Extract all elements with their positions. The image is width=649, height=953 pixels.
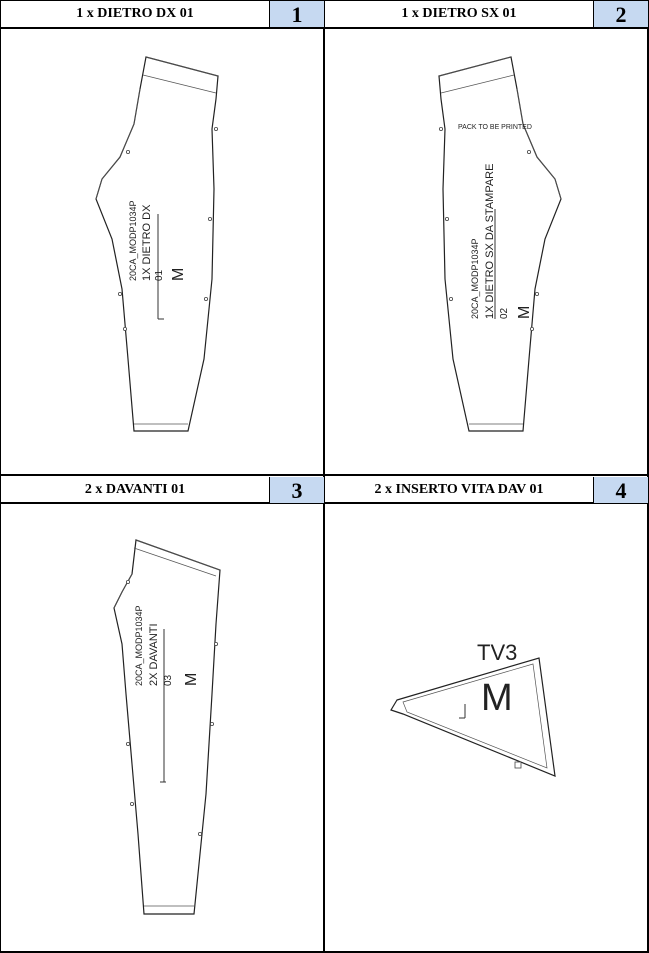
panel-2-pattern-piece: PACK TO BE PRINTED 20CA_MODP1034P 1X DIE… (438, 56, 562, 432)
panel-3-piece-label: 2X DAVANTI (148, 623, 160, 686)
panel-2-size-label: M (516, 306, 533, 319)
panel-2-code-label: 20CA_MODP1034P (470, 238, 480, 319)
panel-3-size-label: M (183, 673, 200, 686)
row-divider (0, 474, 649, 476)
header-rule-top (0, 27, 649, 29)
panel-4-pattern-piece: TV3 M (390, 640, 556, 777)
panel-1-code-label: 20CA_MODP1034P (128, 200, 138, 281)
header-rule-bottom (0, 502, 649, 504)
panel-2-note: PACK TO BE PRINTED (458, 124, 532, 131)
panel-2-number: 2 (593, 1, 648, 27)
panel-1-size-label: M (170, 268, 187, 281)
panel-4-size-label: M (481, 677, 513, 719)
border-right (647, 0, 649, 953)
center-divider (323, 0, 325, 953)
panel-3-id-label: 03 (163, 674, 174, 686)
panel-4-code-label: TV3 (477, 640, 517, 665)
border-left (0, 0, 1, 953)
panel-4-title: 2 x INSERTO VITA DAV 01 (374, 482, 544, 497)
panel-4-number: 4 (593, 477, 648, 503)
panel-1-piece-label: 1X DIETRO DX (141, 204, 153, 281)
panel-2-piece-label: 1X DIETRO SX DA STAMPARE (484, 164, 496, 319)
panel-3-code-label: 20CA_MODP1034P (134, 605, 144, 686)
panel-1-id-label: 01 (154, 269, 165, 281)
panel-3-pattern-piece: 20CA_MODP1034P 2X DAVANTI 03 M (113, 539, 221, 915)
panel-1-number: 1 (269, 1, 324, 27)
panel-2-id-label: 02 (499, 307, 510, 319)
panel-1-pattern-piece: 20CA_MODP1034P 1X DIETRO DX 01 M (95, 56, 219, 432)
panel-2-title: 1 x DIETRO SX 01 (401, 6, 517, 21)
panel-3-title: 2 x DAVANTI 01 (84, 482, 186, 497)
panel-3-number: 3 (269, 477, 324, 503)
panel-1-title: 1 x DIETRO DX 01 (76, 6, 194, 21)
